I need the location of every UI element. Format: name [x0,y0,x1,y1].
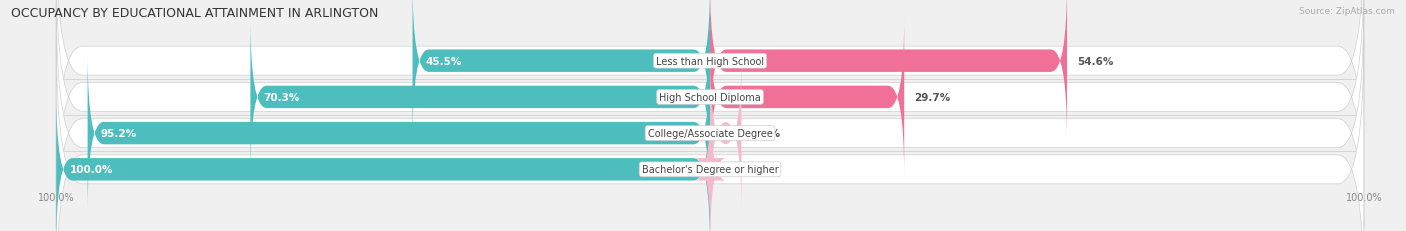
FancyBboxPatch shape [250,18,710,176]
Text: 70.3%: 70.3% [263,92,299,103]
Legend: Owner-occupied, Renter-occupied: Owner-occupied, Renter-occupied [595,228,825,231]
Text: College/Associate Degree: College/Associate Degree [648,128,772,139]
Text: 54.6%: 54.6% [1077,56,1114,66]
Text: 45.5%: 45.5% [426,56,463,66]
Text: OCCUPANCY BY EDUCATIONAL ATTAINMENT IN ARLINGTON: OCCUPANCY BY EDUCATIONAL ATTAINMENT IN A… [11,7,378,20]
FancyBboxPatch shape [87,55,710,213]
FancyBboxPatch shape [56,0,1364,191]
FancyBboxPatch shape [710,18,904,176]
Text: Less than High School: Less than High School [657,56,763,66]
FancyBboxPatch shape [695,91,727,231]
Text: 100.0%: 100.0% [69,165,112,175]
Text: High School Diploma: High School Diploma [659,92,761,103]
Text: Source: ZipAtlas.com: Source: ZipAtlas.com [1299,7,1395,16]
FancyBboxPatch shape [56,91,710,231]
FancyBboxPatch shape [412,0,710,140]
Text: 95.2%: 95.2% [101,128,136,139]
Text: Bachelor's Degree or higher: Bachelor's Degree or higher [641,165,779,175]
FancyBboxPatch shape [56,40,1364,231]
Text: 4.8%: 4.8% [751,128,780,139]
FancyBboxPatch shape [710,55,741,213]
Text: 0.0%: 0.0% [720,165,749,175]
FancyBboxPatch shape [56,4,1364,231]
FancyBboxPatch shape [710,0,1067,140]
FancyBboxPatch shape [56,0,1364,227]
Text: 29.7%: 29.7% [914,92,950,103]
